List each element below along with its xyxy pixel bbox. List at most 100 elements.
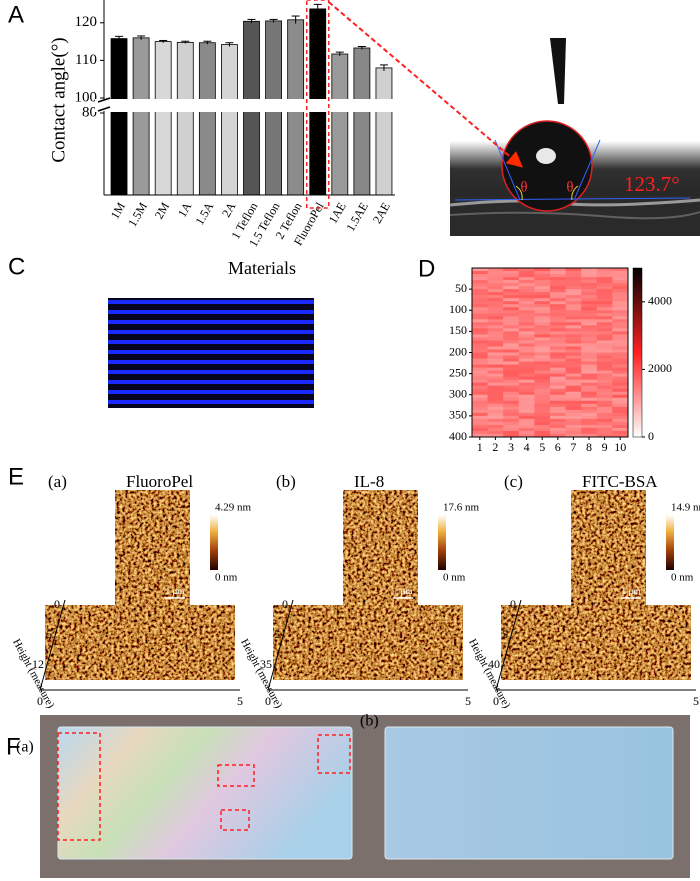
heatmap-cell bbox=[518, 280, 535, 284]
heatmap-cell bbox=[518, 322, 535, 326]
stripe bbox=[108, 350, 314, 354]
heatmap-cell bbox=[596, 379, 613, 384]
heatmap-cell bbox=[472, 412, 489, 417]
heatmap-cell bbox=[534, 421, 551, 426]
heatmap-cell bbox=[550, 343, 567, 347]
heatmap-cell bbox=[487, 433, 504, 438]
heatmap-cell bbox=[472, 427, 489, 432]
heatmap-cell bbox=[534, 433, 551, 438]
stripe-image bbox=[108, 298, 314, 408]
heatmap-cell bbox=[596, 268, 613, 272]
heatmap-cell bbox=[612, 307, 629, 311]
heatmap-cell bbox=[596, 271, 613, 275]
afm-label: (b) bbox=[276, 472, 296, 491]
heatmap-cell bbox=[612, 295, 629, 299]
heatmap-cell bbox=[596, 370, 613, 375]
heatmap-cell bbox=[565, 331, 582, 335]
heatmap-cell bbox=[487, 406, 504, 411]
axis-3d-tick: 12 bbox=[32, 657, 44, 671]
heatmap-cell bbox=[565, 316, 582, 320]
heatmap-cell bbox=[503, 352, 520, 357]
heatmap-cell bbox=[550, 391, 567, 396]
axis-3d-tick: 40 bbox=[488, 657, 500, 671]
x-tick-label: 3 bbox=[508, 440, 514, 454]
heatmap-cell bbox=[612, 376, 629, 381]
heatmap-cell bbox=[612, 322, 629, 326]
panel-label: C bbox=[8, 253, 25, 280]
heatmap-cell bbox=[503, 292, 520, 296]
heatmap-cell bbox=[612, 361, 629, 366]
heatmap-cell bbox=[565, 280, 582, 284]
heatmap-cell bbox=[487, 334, 504, 338]
heatmap-cell bbox=[534, 346, 551, 350]
heatmap-cell bbox=[565, 391, 582, 396]
heatmap-cell bbox=[487, 292, 504, 296]
colorbar-tick-label: 2000 bbox=[648, 361, 672, 375]
heatmap-cell bbox=[534, 400, 551, 405]
heatmap-cell bbox=[518, 379, 535, 384]
heatmap-cell bbox=[596, 358, 613, 363]
heatmap-cell bbox=[472, 343, 489, 347]
heatmap-cell bbox=[612, 421, 629, 426]
heatmap-cell bbox=[581, 334, 598, 338]
heatmap-cell bbox=[581, 385, 598, 390]
heatmap-cell bbox=[596, 376, 613, 381]
x-tick-label: 8 bbox=[586, 440, 592, 454]
heatmap-cell bbox=[503, 427, 520, 432]
heatmap-cell bbox=[518, 394, 535, 399]
scale-bar-label: 1 µm bbox=[394, 586, 413, 596]
heatmap-cell bbox=[612, 313, 629, 317]
heatmap-cell bbox=[596, 337, 613, 341]
heatmap-cell bbox=[503, 307, 520, 311]
heatmap-cell bbox=[612, 403, 629, 408]
contact-angle-label: 123.7° bbox=[624, 172, 680, 196]
stripe bbox=[108, 380, 314, 384]
heatmap-cell bbox=[596, 298, 613, 302]
heatmap-cell bbox=[503, 343, 520, 347]
heatmap-cell bbox=[534, 388, 551, 393]
bar bbox=[221, 44, 238, 196]
heatmap-cell bbox=[518, 334, 535, 338]
heatmap-cell bbox=[518, 271, 535, 275]
heatmap-cell bbox=[503, 298, 520, 302]
heatmap-cell bbox=[581, 403, 598, 408]
afm-image bbox=[115, 490, 190, 605]
heatmap-cell bbox=[612, 388, 629, 393]
heatmap-cell bbox=[581, 322, 598, 326]
heatmap-cell bbox=[596, 316, 613, 320]
heatmap-cell bbox=[612, 328, 629, 332]
heatmap-cell bbox=[518, 427, 535, 432]
heatmap-cell bbox=[472, 367, 489, 372]
heatmap-cell bbox=[503, 313, 520, 317]
heatmap-cell bbox=[487, 418, 504, 423]
heatmap-cell bbox=[565, 406, 582, 411]
heatmap-cell bbox=[581, 424, 598, 429]
heatmap-cell bbox=[472, 352, 489, 357]
heatmap-cell bbox=[518, 328, 535, 332]
heatmap-cell bbox=[612, 409, 629, 414]
heatmap-cell bbox=[487, 361, 504, 366]
heatmap-cell bbox=[565, 295, 582, 299]
heatmap-cell bbox=[487, 397, 504, 402]
heatmap-cell bbox=[612, 271, 629, 275]
heatmap-cell bbox=[581, 406, 598, 411]
heatmap-cell bbox=[612, 274, 629, 278]
colorbar-tick-label: 0 bbox=[648, 429, 654, 443]
colorbar-max: 14.9 nm bbox=[671, 502, 700, 514]
heatmap-cell bbox=[596, 373, 613, 378]
stripe bbox=[108, 370, 314, 374]
heatmap-cell bbox=[550, 400, 567, 405]
heatmap-cell bbox=[518, 298, 535, 302]
heatmap-cell bbox=[518, 337, 535, 341]
heatmap-cell bbox=[612, 286, 629, 290]
heatmap-cell bbox=[565, 322, 582, 326]
heatmap-cell bbox=[581, 412, 598, 417]
bar bbox=[110, 38, 128, 196]
heatmap-cell bbox=[518, 295, 535, 299]
heatmap-cell bbox=[534, 358, 551, 363]
heatmap-cell bbox=[503, 316, 520, 320]
x-tick-label: 1 bbox=[477, 440, 483, 454]
stripe bbox=[108, 320, 314, 324]
heatmap-cell bbox=[565, 385, 582, 390]
afm-title: FITC-BSA bbox=[582, 472, 658, 491]
